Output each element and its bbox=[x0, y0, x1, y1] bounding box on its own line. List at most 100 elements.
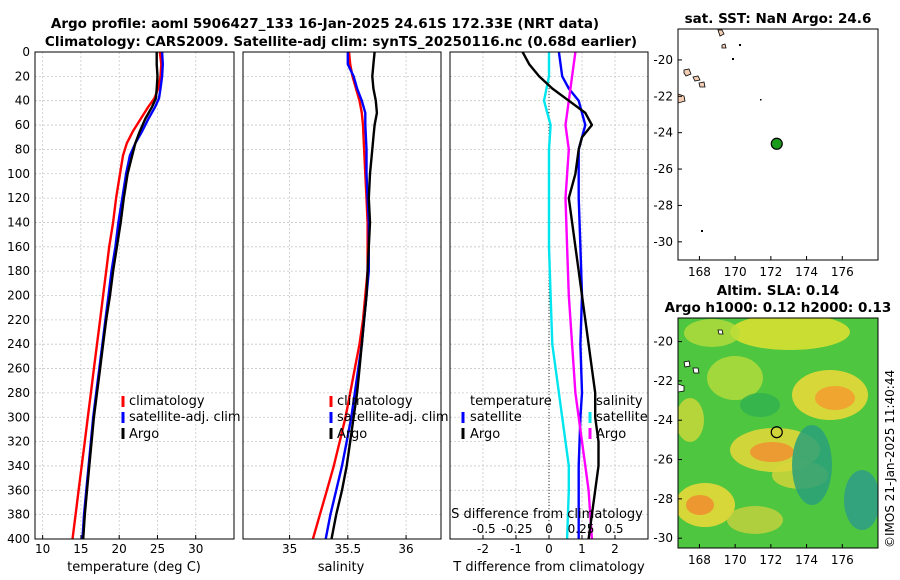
legend-s-satellite: satellite bbox=[596, 410, 648, 425]
lat-tick-label: -20 bbox=[653, 335, 673, 349]
difference-legend-left: temperature satellite Argo bbox=[461, 394, 552, 442]
depth-tick-label: 40 bbox=[15, 94, 30, 108]
depth-tick-label: 80 bbox=[15, 142, 30, 156]
x-tick-label: -2 bbox=[477, 542, 489, 556]
lon-tick-label: 174 bbox=[795, 265, 818, 279]
lon-tick-label: 176 bbox=[831, 553, 854, 567]
legend-t-satellite: satellite bbox=[470, 410, 522, 425]
depth-tick-labels: 0 20 40 60 80 100 120 140 160 180 200 220 240 260 280 3… bbox=[7, 45, 30, 546]
depth-tick-label: 320 bbox=[7, 435, 30, 449]
island-shape bbox=[678, 383, 685, 393]
legend-argo: Argo bbox=[337, 427, 367, 442]
legend-s-argo: Argo bbox=[596, 427, 626, 442]
island-dot bbox=[732, 58, 734, 60]
sla-map-axes-box bbox=[677, 317, 879, 549]
sst-map-axes-box bbox=[677, 28, 879, 261]
sla-patch bbox=[686, 495, 714, 515]
figure-title-line2: Climatology: CARS2009. Satellite-adj cli… bbox=[45, 34, 637, 50]
island-shape bbox=[717, 29, 725, 37]
sdiff-xlabel: S difference from climatology bbox=[451, 507, 643, 522]
x-tick-label: 2 bbox=[611, 542, 619, 556]
lon-tick-label: 170 bbox=[724, 265, 747, 279]
lon-tick-label: 172 bbox=[759, 553, 782, 567]
sdiff-tick: -0.5 bbox=[472, 522, 495, 536]
tdiff-xlabel: T difference from climatology bbox=[452, 560, 645, 575]
depth-tick-label: 340 bbox=[7, 459, 30, 473]
argo-float-marker bbox=[770, 137, 783, 150]
lat-tick-label: -22 bbox=[653, 374, 673, 388]
sla-map-title-line2: Argo h1000: 0.12 h2000: 0.13 bbox=[665, 300, 892, 316]
legend-t-argo: Argo bbox=[470, 427, 500, 442]
x-tick-label: 36 bbox=[398, 542, 413, 556]
x-tick-label: 25 bbox=[150, 542, 165, 556]
lat-tick-label: -20 bbox=[653, 53, 673, 67]
x-tick-label: 35.5 bbox=[334, 542, 361, 556]
depth-tick-label: 280 bbox=[7, 386, 30, 400]
x-tick-label: 30 bbox=[188, 542, 203, 556]
lat-tick-label: -24 bbox=[653, 413, 673, 427]
depth-tick-label: 160 bbox=[7, 240, 30, 254]
series-line-salinity-argo bbox=[521, 52, 600, 539]
legend-satellite: satellite-adj. clim bbox=[337, 410, 449, 425]
lat-tick-label: -28 bbox=[653, 198, 673, 212]
lon-tick-label: 170 bbox=[724, 553, 747, 567]
argo-float-marker bbox=[770, 426, 783, 439]
depth-tick-label: 20 bbox=[15, 69, 30, 83]
lat-tick-label: -28 bbox=[653, 492, 673, 506]
series-line-satellite-adj-clim bbox=[81, 52, 165, 539]
difference-panel: -2 -1 0 1 2 T difference from climatology S … bbox=[449, 51, 649, 575]
lon-tick-label: 174 bbox=[795, 553, 818, 567]
salinity-xlabel: salinity bbox=[318, 560, 365, 575]
depth-tick-label: 360 bbox=[7, 483, 30, 497]
depth-tick-label: 380 bbox=[7, 508, 30, 522]
sla-patch bbox=[740, 393, 780, 417]
x-tick-label: 0 bbox=[545, 542, 553, 556]
legend-satellite: satellite-adj. clim bbox=[129, 410, 241, 425]
sdiff-tick: 0 bbox=[545, 522, 553, 536]
island-dot bbox=[760, 99, 762, 101]
difference-legend-right: salinity satellite Argo bbox=[588, 394, 648, 442]
x-tick-label: 10 bbox=[35, 542, 50, 556]
legend-argo: Argo bbox=[129, 427, 159, 442]
lat-tick-label: -30 bbox=[653, 531, 673, 545]
depth-tick-label: 140 bbox=[7, 215, 30, 229]
depth-tick-label: 400 bbox=[7, 532, 30, 546]
island-dot bbox=[739, 44, 741, 46]
sla-map-title-line1: Altim. SLA: 0.14 bbox=[717, 283, 839, 299]
depth-tick-label: 220 bbox=[7, 313, 30, 327]
depth-tick-label: 300 bbox=[7, 410, 30, 424]
depth-tick-label: 100 bbox=[7, 167, 30, 181]
sla-map-lat-labels: -20 -22 -24 -26 -28 -30 bbox=[653, 335, 682, 545]
x-tick-label: 1 bbox=[578, 542, 586, 556]
depth-tick-label: 0 bbox=[22, 45, 30, 59]
tdiff-tick-labels: -2 -1 0 1 2 bbox=[477, 535, 619, 556]
depth-tick-label: 60 bbox=[15, 118, 30, 132]
lat-tick-label: -24 bbox=[653, 126, 673, 140]
lon-tick-label: 168 bbox=[688, 553, 711, 567]
series-line-argo bbox=[330, 52, 379, 539]
salinity-tick-labels: 35 35.5 36 bbox=[282, 535, 414, 556]
island-shape bbox=[692, 75, 701, 82]
island-shape bbox=[721, 43, 727, 49]
temperature-xlabel: temperature (deg C) bbox=[67, 560, 201, 575]
sla-map-lon-labels: 168 170 172 174 176 bbox=[688, 544, 854, 567]
sst-map-lat-labels: -20 -22 -24 -26 -28 -30 bbox=[653, 53, 682, 249]
sdiff-tick-labels: -0.5 -0.25 0 0.25 0.5 bbox=[472, 522, 623, 536]
temperature-grid bbox=[35, 51, 234, 540]
x-tick-label: -1 bbox=[510, 542, 522, 556]
sla-patch bbox=[727, 506, 783, 534]
sdiff-tick: -0.25 bbox=[501, 522, 532, 536]
series-line-temperature-satellite bbox=[542, 52, 570, 539]
legend-climatology: climatology bbox=[337, 394, 413, 409]
series-line-climatology bbox=[71, 52, 163, 539]
depth-tick-label: 180 bbox=[7, 264, 30, 278]
sst-map: sat. SST: NaN Argo: 24.6 -20 -22 -24 -26 -28… bbox=[653, 11, 879, 279]
temperature-legend: climatology satellite-adj. clim Argo bbox=[121, 394, 241, 442]
sla-patch bbox=[730, 318, 850, 350]
salinity-axes-box bbox=[242, 51, 442, 540]
difference-series bbox=[521, 52, 600, 539]
sst-map-lon-labels: 168 170 172 174 176 bbox=[688, 256, 854, 279]
island-shape bbox=[717, 329, 724, 335]
sla-patch bbox=[844, 470, 878, 530]
legend-salinity: salinity bbox=[596, 394, 643, 409]
